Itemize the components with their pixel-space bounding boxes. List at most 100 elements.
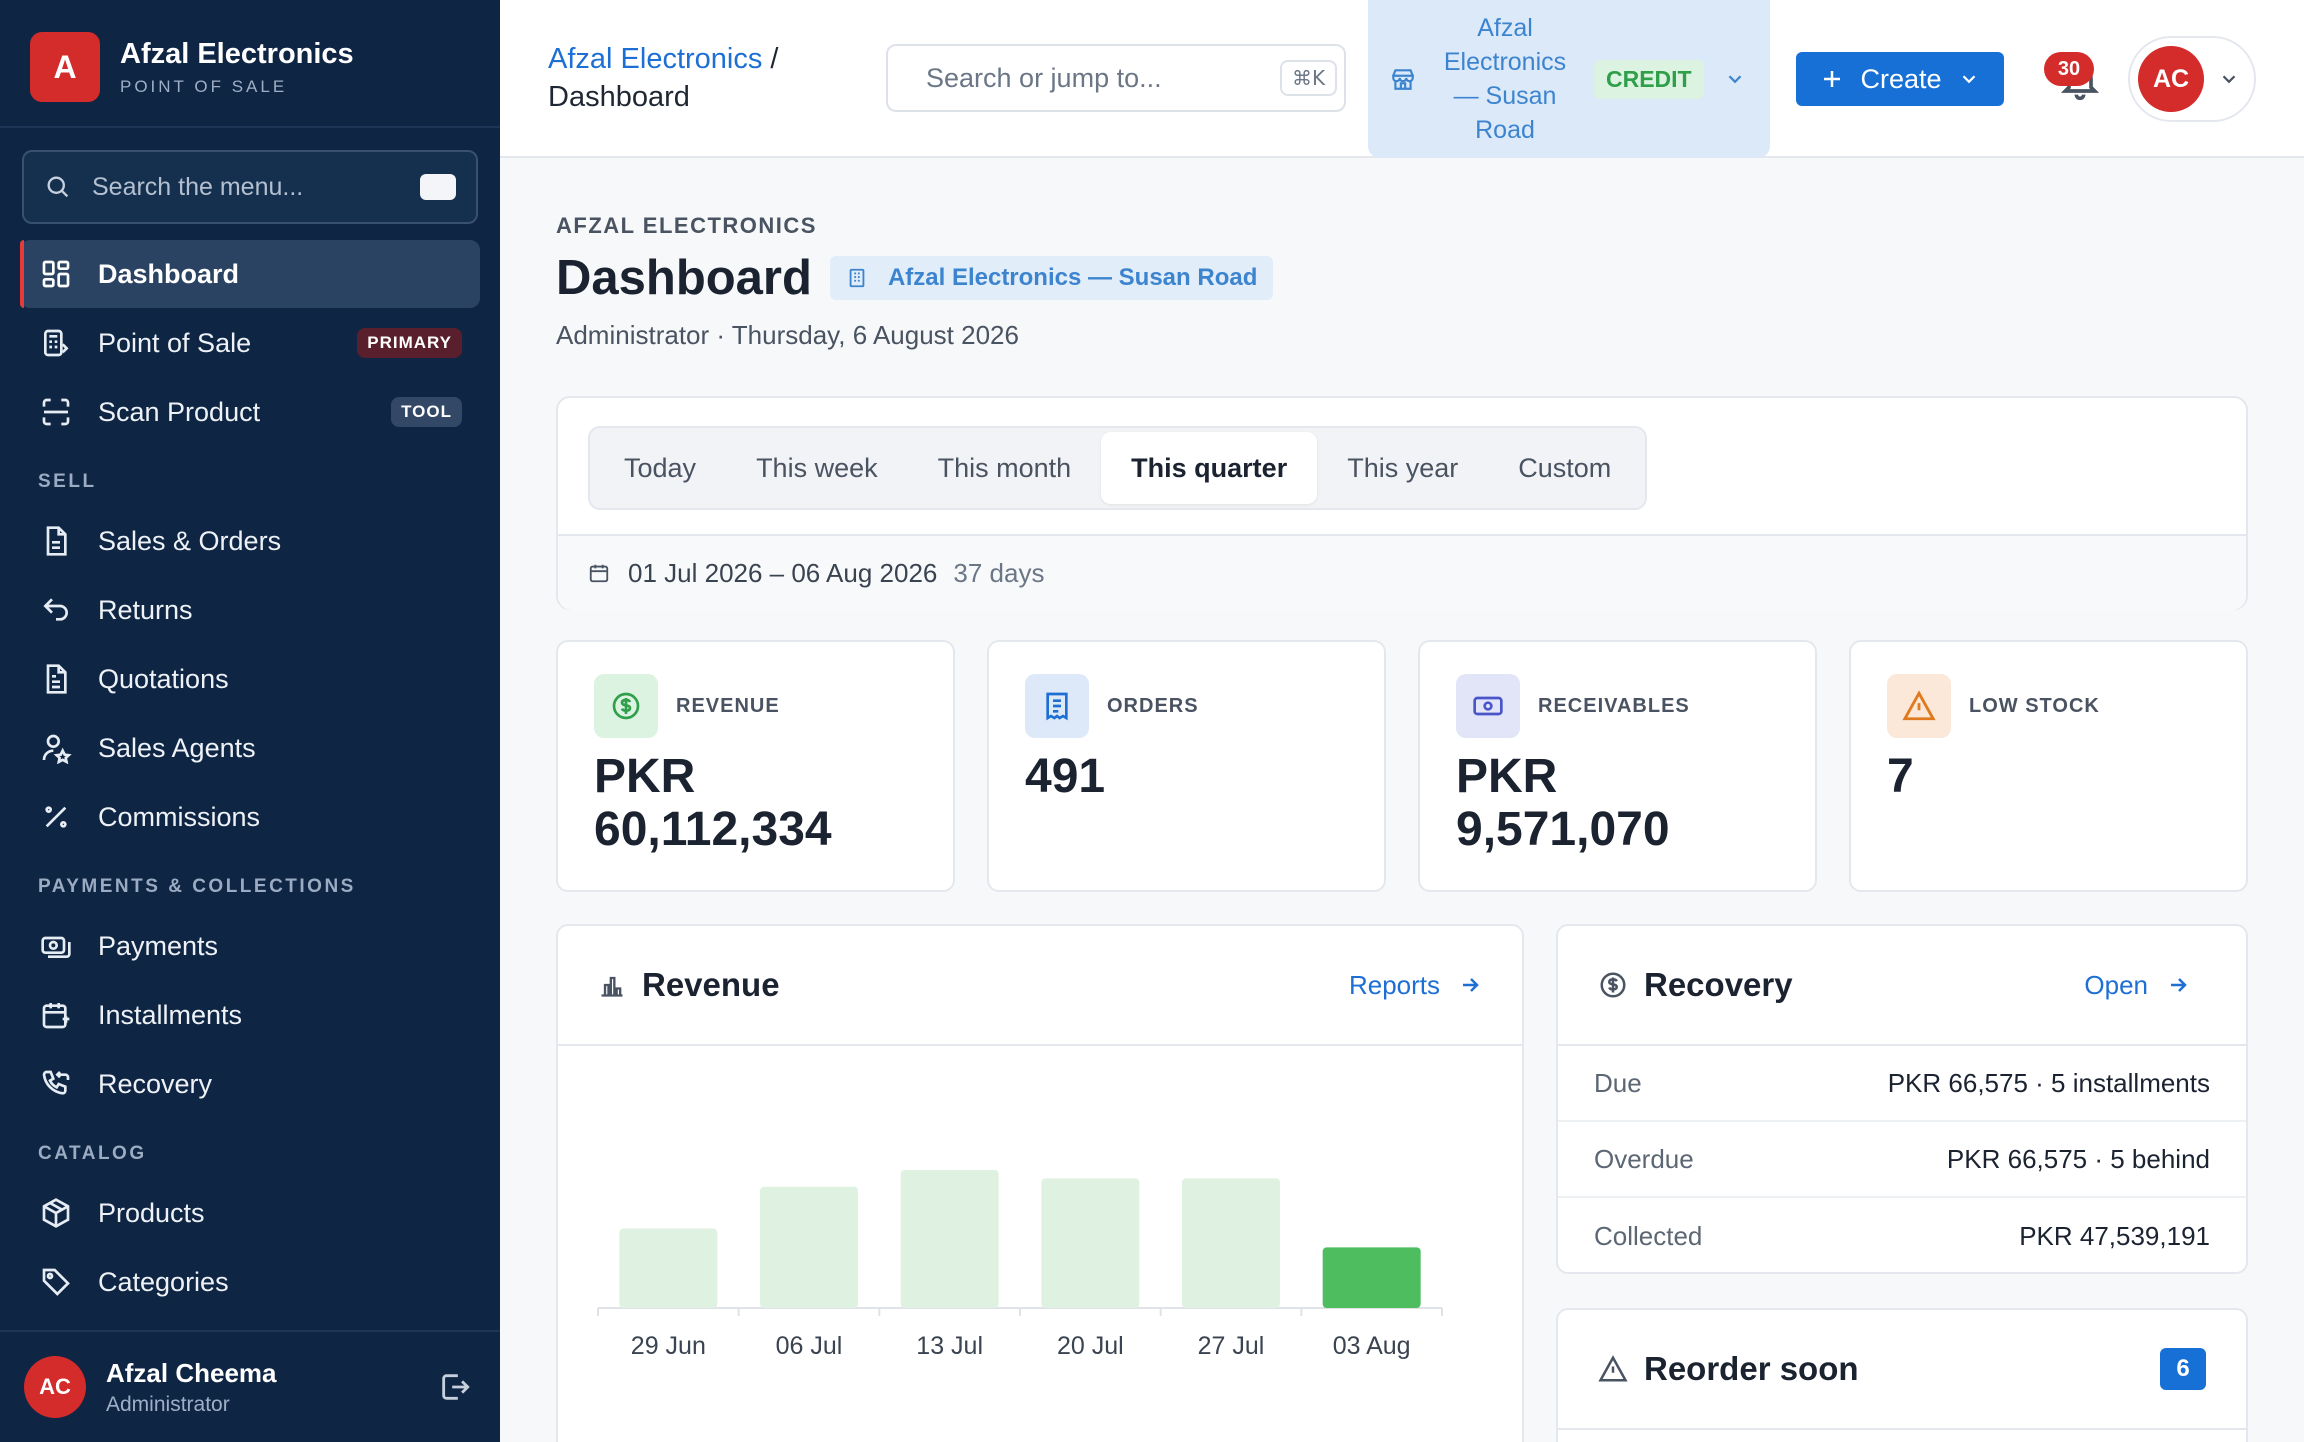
chart-bar[interactable] (1182, 1178, 1280, 1308)
kpi-icon-wrap (1025, 674, 1089, 738)
store-icon (1392, 69, 1414, 90)
brand-logo: A (30, 32, 100, 102)
kpi-label: ORDERS (1107, 694, 1199, 717)
sidebar-item-label: Commissions (98, 801, 261, 832)
sidebar-item-label: Scan Product (98, 396, 261, 427)
sidebar-item-returns[interactable]: Returns (20, 576, 480, 644)
brand-subtitle: POINT OF SALE (120, 76, 288, 96)
sidebar-item-scan-product[interactable]: Scan Product TOOL (20, 378, 480, 446)
primary-badge: PRIMARY (357, 328, 462, 358)
range-this-year[interactable]: This year (1347, 452, 1459, 483)
row-label: Overdue (1594, 1143, 1694, 1174)
range-custom[interactable]: Custom (1518, 452, 1612, 483)
kpi-label: RECEIVABLES (1538, 694, 1690, 717)
logout-icon[interactable] (438, 1370, 472, 1404)
dollar-circle-icon (612, 692, 640, 720)
sidebar-item-sales-agents[interactable]: Sales Agents (20, 714, 480, 782)
calendar-icon (589, 564, 609, 583)
kpi-value: 7 (1887, 750, 1914, 803)
sidebar-item-installments[interactable]: Installments (20, 981, 480, 1049)
sidebar-item-dashboard[interactable]: Dashboard (20, 240, 480, 308)
range-this-month[interactable]: This month (937, 452, 1072, 483)
store-chip: Afzal Electronics — Susan Road (829, 256, 1274, 300)
chevron-down-icon (1728, 75, 1741, 84)
range-today[interactable]: Today (624, 452, 697, 483)
range-this-week[interactable]: This week (756, 452, 878, 483)
revenue-card: Revenue Reports 29 Jun 06 Jul 13 Jul 20 Jul… (556, 924, 1524, 1442)
tool-badge: TOOL (391, 397, 462, 427)
sidebar-item-commissions[interactable]: Commissions (20, 783, 480, 851)
recovery-open-link[interactable]: Open (2084, 970, 2190, 1001)
row-label: Due (1594, 1067, 1642, 1098)
breadcrumb: Afzal Electronics / Dashboard (548, 40, 778, 116)
reports-link[interactable]: Reports (1349, 970, 1482, 1001)
user-role: Administrator (106, 1392, 230, 1416)
sidebar-item-payments[interactable]: Payments (20, 912, 480, 980)
breadcrumb-parent-link[interactable]: Afzal Electronics (548, 43, 763, 75)
account-menu[interactable]: AC (2128, 36, 2256, 122)
cash-icon (41, 936, 71, 958)
create-button[interactable]: Create (1796, 52, 2004, 106)
kpi-receivables[interactable]: RECEIVABLES PKR 9,571,070 (1418, 640, 1817, 892)
kpi-icon-wrap (594, 674, 658, 738)
menu-search-input[interactable] (92, 172, 420, 202)
warning-icon (1902, 690, 1936, 721)
kpi-orders[interactable]: ORDERS 491 (987, 640, 1386, 892)
row-value: PKR 66,575 · 5 behind (1946, 1143, 2210, 1174)
recovery-open-label: Open (2084, 969, 2148, 1000)
brand-name: Afzal Electronics (120, 37, 354, 70)
store-name: Afzal Electronics — Susan Road (1443, 14, 1567, 144)
brand[interactable]: A Afzal Electronics POINT OF SALE (30, 32, 470, 102)
sidebar-item-quotations[interactable]: Quotations (20, 645, 480, 713)
global-search-input[interactable] (926, 62, 1280, 94)
kpi-row: REVENUE PKR 60,112,334 ORDERS 491 RECEIV… (556, 640, 2248, 892)
recovery-title: Recovery (1644, 966, 1793, 1003)
sidebar-item-point-of-sale[interactable]: Point of Sale PRIMARY (20, 309, 480, 377)
avatar: AC (2138, 46, 2204, 112)
phone-return-icon (42, 1070, 70, 1095)
sidebar-item-recovery[interactable]: Recovery (20, 1050, 480, 1118)
kpi-icon-wrap (1456, 674, 1520, 738)
search-shortcut: ⌘K (1280, 60, 1338, 96)
arrow-right-icon (1463, 978, 1479, 992)
create-label: Create (1860, 63, 1942, 94)
document-icon (46, 526, 67, 556)
sidebar-item-label: Payments (98, 930, 219, 961)
search-icon (47, 176, 69, 198)
sidebar-item-label: Recovery (98, 1068, 213, 1099)
topbar: Afzal Electronics / Dashboard ⌘K Afzal E… (500, 0, 2304, 158)
chart-bar[interactable] (900, 1170, 999, 1308)
kpi-revenue[interactable]: REVENUE PKR 60,112,334 (556, 640, 955, 892)
sidebar-item-label: Installments (98, 999, 243, 1030)
sidebar: A Afzal Electronics POINT OF SALE Dashbo… (0, 0, 500, 1442)
kpi-low-stock[interactable]: LOW STOCK 7 (1849, 640, 2248, 892)
sidebar-item-sales-orders[interactable]: Sales & Orders (20, 507, 480, 575)
range-this-quarter[interactable]: This quarter (1101, 432, 1318, 504)
dollar-circle-icon (1600, 972, 1626, 998)
sidebar-item-label: Returns (98, 594, 193, 625)
notification-badge: 30 (2044, 52, 2094, 86)
row-value: PKR 47,539,191 (2019, 1220, 2210, 1251)
global-search[interactable]: ⌘K (886, 44, 1346, 112)
recovery-row-overdue: Overdue PKR 66,575 · 5 behind (1558, 1122, 2246, 1198)
user-star-icon (42, 734, 72, 764)
chart-bar[interactable] (760, 1186, 858, 1308)
sidebar-item-categories[interactable]: Categories (20, 1248, 480, 1316)
building-icon (849, 268, 865, 288)
reorder-title: Reorder soon (1644, 1350, 1859, 1387)
store-switcher[interactable]: Afzal Electronics — Susan Road CREDIT (1368, 0, 1770, 158)
bar-chart-icon (601, 976, 623, 997)
page-subtitle: Administrator · Thursday, 6 August 2026 (556, 320, 1019, 350)
chart-bar[interactable] (1322, 1247, 1421, 1308)
sidebar-item-products[interactable]: Products (20, 1179, 480, 1247)
sidebar-item-label: Dashboard (98, 258, 240, 289)
avatar[interactable]: AC (24, 1356, 86, 1418)
kpi-icon-wrap (1887, 674, 1951, 738)
menu-search[interactable] (22, 150, 478, 224)
chart-bar[interactable] (619, 1228, 718, 1308)
return-arrow-icon (43, 598, 68, 621)
reorder-count-badge: 6 (2160, 1348, 2206, 1390)
chart-bar[interactable] (1041, 1178, 1140, 1308)
revenue-chart: 29 Jun 06 Jul 13 Jul 20 Jul 27 Jul 03 Aug (597, 1170, 1443, 1360)
breadcrumb-current: Dashboard (548, 81, 690, 113)
